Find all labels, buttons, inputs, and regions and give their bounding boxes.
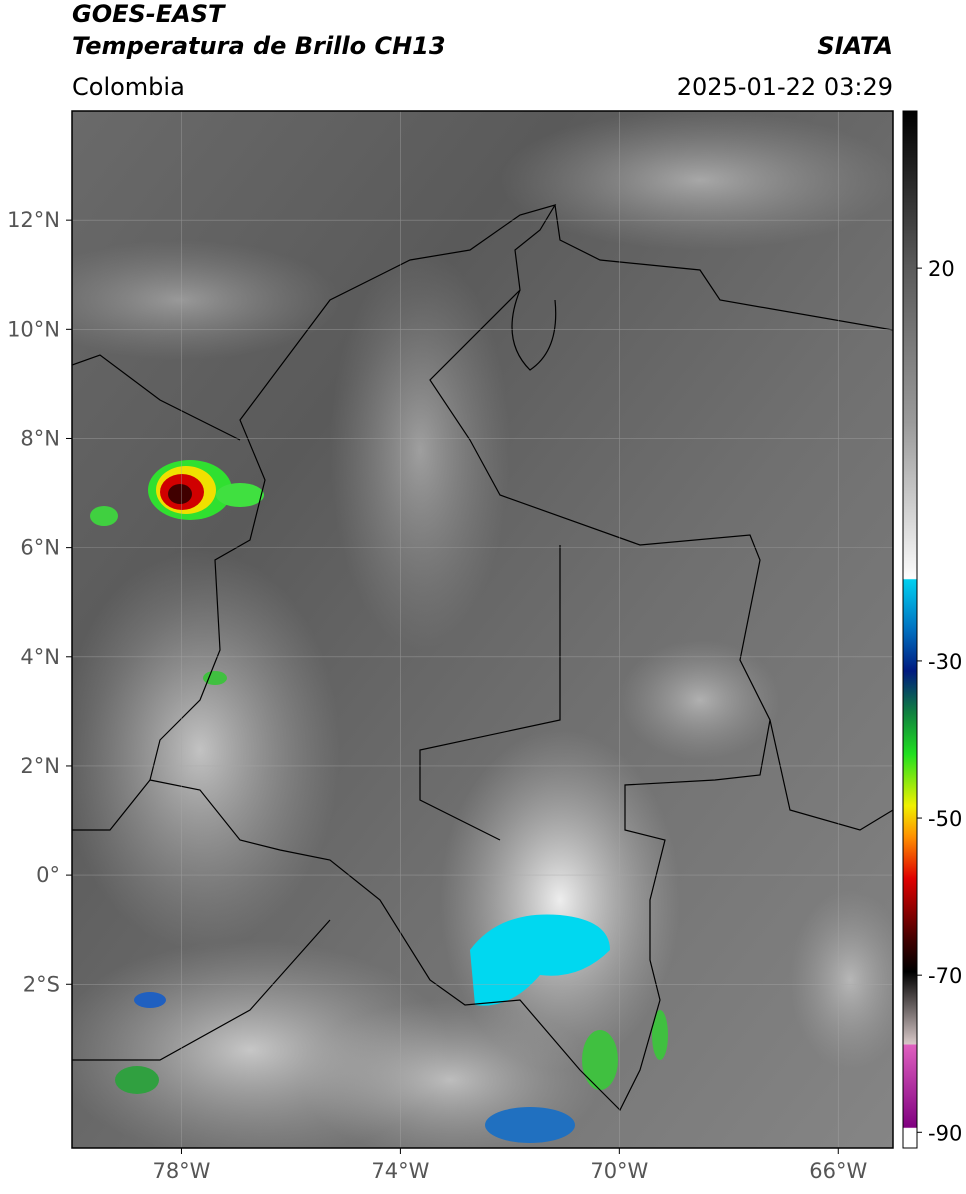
subtitle: Temperatura de Brillo CH13 (72, 32, 446, 60)
colorbar-tick-label: 20 (928, 257, 955, 281)
boundaries (72, 204, 893, 1112)
lat-tick-label: 6°N (20, 536, 60, 560)
lat-tick-label: 0° (36, 863, 60, 887)
datetime: 2025-01-22 03:29 (677, 73, 893, 101)
lon-tick-label: 66°W (809, 1159, 867, 1183)
title: GOES-EAST (72, 0, 226, 28)
lat-tick-label: 10°N (7, 317, 60, 341)
lat-tick-label: 8°N (20, 426, 60, 450)
lon-tick-label: 78°W (152, 1159, 210, 1183)
lat-tick-label: 12°N (7, 208, 60, 232)
lat-tick-label: 2°S (23, 972, 60, 996)
region: Colombia (72, 73, 185, 101)
colorbar-tick-label: -70 (928, 964, 962, 988)
colorbar-tick-label: -30 (928, 650, 962, 674)
lat-tick-label: 2°N (20, 754, 60, 778)
colorbar-tick-label: -90 (928, 1121, 962, 1145)
colorbar-tick-label: -50 (928, 807, 962, 831)
lon-tick-label: 70°W (590, 1159, 648, 1183)
graticule (72, 111, 893, 1148)
map-frame (71, 110, 894, 1149)
lat-tick-label: 4°N (20, 645, 60, 669)
colorbar (902, 110, 918, 1149)
source: SIATA (817, 32, 893, 60)
lon-tick-label: 74°W (371, 1159, 429, 1183)
satellite-image (72, 111, 893, 1148)
